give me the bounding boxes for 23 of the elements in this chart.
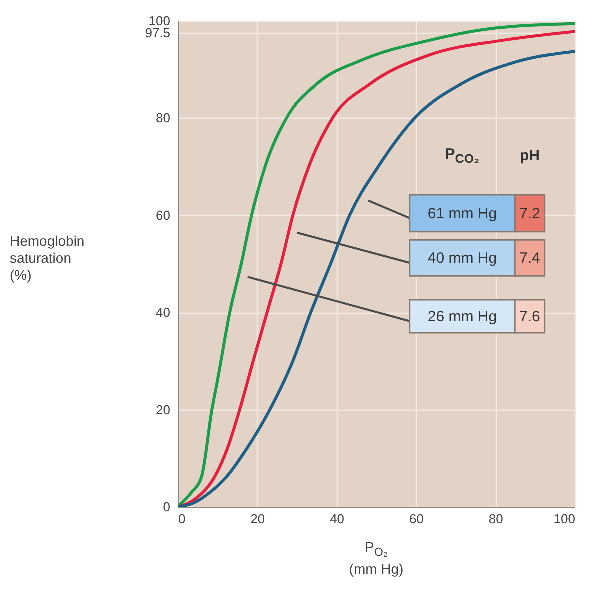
- annotation: 7.4: [520, 250, 540, 268]
- y-axis-title: Hemoglobin saturation (%): [10, 233, 85, 284]
- y-tick-label: 20: [156, 402, 170, 418]
- annotation: 7.2: [520, 205, 540, 222]
- x-tick-label: 20: [250, 512, 266, 526]
- x-tick-label: 80: [488, 512, 504, 526]
- x-tick-label: 100: [554, 512, 576, 526]
- annotation: 61 mm Hg: [428, 205, 498, 222]
- x-tick-label: 60: [409, 512, 424, 526]
- y-tick-label: 60: [156, 208, 170, 223]
- y-tick-label: 100: [148, 14, 170, 28]
- y-tick-label: 0: [163, 500, 170, 514]
- annotation: pH: [520, 148, 540, 165]
- x-tick-label: 0: [178, 512, 186, 526]
- y-tick-label: 97.5: [145, 26, 170, 41]
- y-tick-label: 80: [156, 110, 170, 126]
- annotation: P$_{CO₂}$: [445, 146, 480, 166]
- y-tick-label: 40: [156, 305, 170, 320]
- annotation: 26 mm Hg: [428, 308, 498, 326]
- annotation: 40 mm Hg: [428, 250, 498, 268]
- annotation: 7.6: [520, 308, 540, 326]
- x-axis-title: P$_{O₂}$ (mm Hg): [348, 539, 405, 578]
- x-tick-label: 40: [330, 512, 345, 526]
